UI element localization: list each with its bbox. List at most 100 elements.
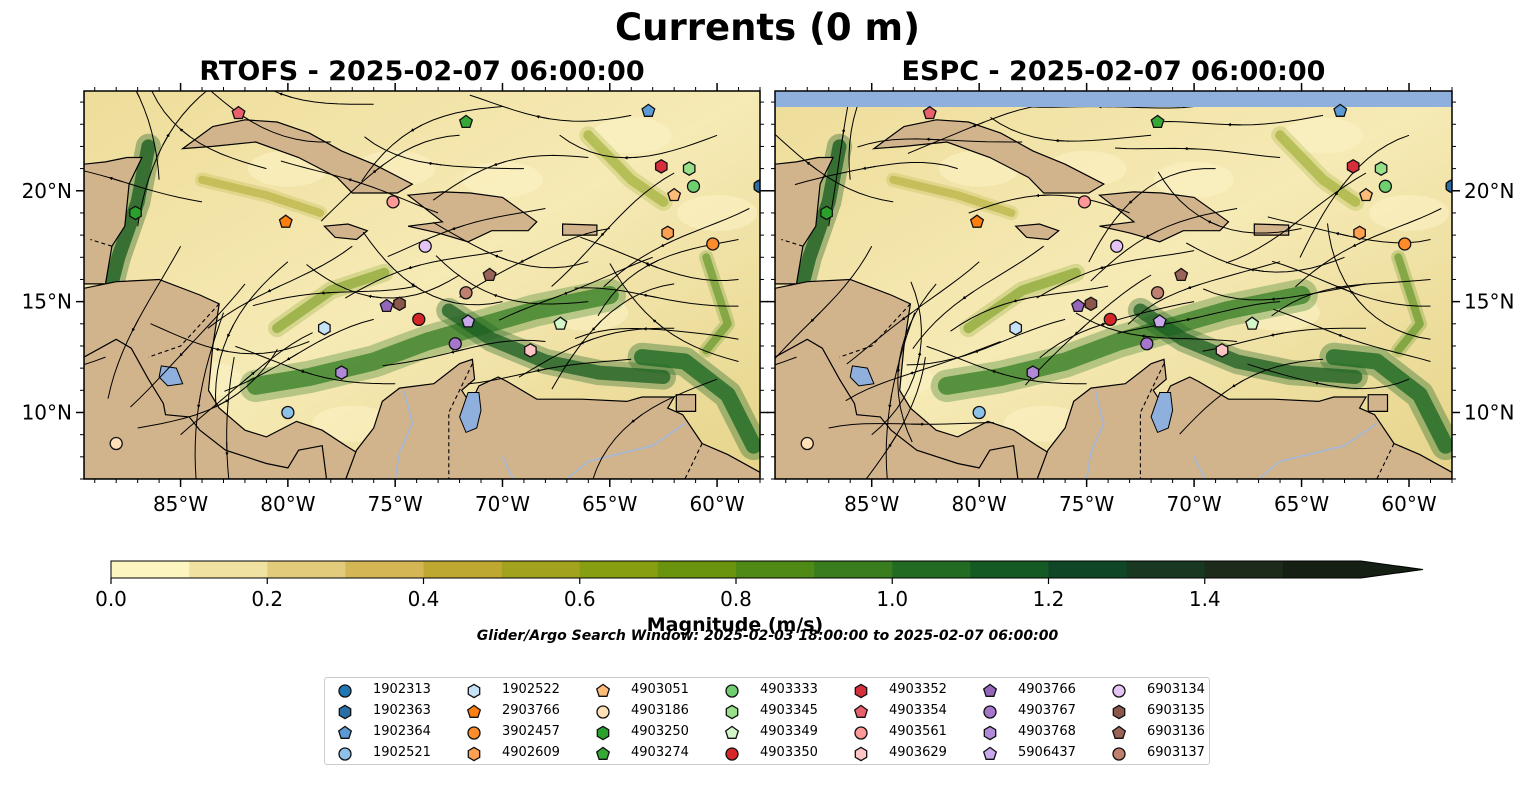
legend-label: 1902521 bbox=[373, 745, 431, 760]
country-border bbox=[839, 303, 911, 358]
float-marker-6903134 bbox=[418, 239, 432, 253]
legend-entry-5906437: 5906437 bbox=[974, 743, 1100, 763]
float-marker-4903350 bbox=[1103, 312, 1117, 327]
legend-marker bbox=[983, 725, 997, 741]
colorbar-segment bbox=[970, 561, 1049, 578]
streamline-arrow bbox=[267, 285, 280, 293]
colorbar-segment bbox=[189, 561, 268, 578]
legend-label: 4903051 bbox=[631, 682, 689, 697]
float-marker-4903766 bbox=[1071, 298, 1086, 313]
float-marker-4903354 bbox=[922, 105, 937, 120]
float-marker-2903766 bbox=[969, 214, 985, 228]
colorbar-tick-label: 0.8 bbox=[720, 587, 752, 611]
river bbox=[1258, 422, 1378, 479]
float-marker-4903051 bbox=[667, 187, 682, 202]
legend-marker-icon bbox=[1112, 747, 1126, 761]
rtofs-map-panel bbox=[76, 83, 768, 487]
float-marker-5906437 bbox=[461, 314, 476, 328]
legend-marker-icon bbox=[725, 684, 739, 698]
streamline-arrow bbox=[450, 349, 464, 354]
x-tick-label: 75°W bbox=[368, 492, 423, 516]
legend-marker bbox=[337, 725, 353, 739]
float-marker-4903186 bbox=[109, 436, 123, 451]
legend-marker-icon bbox=[338, 747, 352, 761]
legend-marker-icon bbox=[1112, 704, 1126, 720]
float-marker-6903137 bbox=[1150, 286, 1165, 300]
country-border bbox=[90, 238, 113, 247]
panel-title-rtofs: RTOFS - 2025-02-07 06:00:00 bbox=[199, 56, 645, 87]
country-border bbox=[1139, 363, 1165, 479]
legend-entry-6903134: 6903134 bbox=[1103, 680, 1229, 700]
legend-label: 4903333 bbox=[760, 682, 818, 697]
streamline-arrow bbox=[1335, 232, 1349, 237]
legend-marker-icon bbox=[467, 746, 481, 762]
streamline-arrow bbox=[347, 178, 361, 184]
streamline-arrow bbox=[591, 320, 602, 331]
streamlines bbox=[775, 91, 1442, 479]
float-marker-6903137 bbox=[459, 286, 473, 300]
colorbar-segment bbox=[345, 561, 424, 578]
float-marker-5906437 bbox=[1152, 314, 1167, 328]
streamline-arrow bbox=[925, 137, 940, 142]
float-marker-3902457 bbox=[706, 237, 720, 251]
streamline-arrow bbox=[179, 128, 191, 138]
float-marker-4903352 bbox=[654, 159, 668, 174]
current-band-halo bbox=[886, 172, 1019, 221]
legend-entry-4903274: 4903274 bbox=[587, 743, 713, 763]
current-band bbox=[246, 286, 619, 395]
legend-entry-6903137: 6903137 bbox=[1103, 743, 1229, 763]
colorbar-outline bbox=[110, 560, 1424, 579]
legend-label: 6903136 bbox=[1147, 724, 1205, 739]
legend-marker bbox=[983, 705, 997, 719]
colorbar-segment bbox=[657, 561, 737, 578]
float-marker-1902364 bbox=[641, 103, 656, 117]
streamline-arrow bbox=[372, 164, 384, 174]
legend-marker bbox=[854, 746, 868, 762]
colorbar-tick-label: 0.0 bbox=[95, 587, 127, 611]
legend-label: 6903135 bbox=[1147, 703, 1205, 718]
legend-label: 1902522 bbox=[502, 682, 560, 697]
legend-label: 4903186 bbox=[631, 703, 689, 718]
legend-entry-4903352: 4903352 bbox=[845, 680, 971, 700]
streamline-arrow bbox=[278, 92, 292, 98]
legend-entry-6903135: 6903135 bbox=[1103, 701, 1229, 721]
streamline-arrow bbox=[1207, 220, 1220, 227]
float-marker-4903768 bbox=[1026, 365, 1040, 380]
calm-water-patch bbox=[1283, 117, 1364, 154]
legend-entry-4903333: 4903333 bbox=[716, 680, 842, 700]
river bbox=[394, 390, 414, 479]
calm-water-patch bbox=[1369, 194, 1450, 231]
float-marker-4903250 bbox=[820, 205, 833, 221]
legend-marker bbox=[338, 704, 352, 720]
legend-marker-icon bbox=[338, 704, 352, 720]
legend-label: 4903767 bbox=[1018, 703, 1076, 718]
float-marker-6903134 bbox=[1110, 239, 1124, 253]
streamline-arrow bbox=[197, 394, 201, 409]
legend-entry-4903186: 4903186 bbox=[587, 701, 713, 721]
colorbar-tick-label: 1.0 bbox=[876, 587, 908, 611]
streamline-arrow bbox=[1336, 286, 1350, 292]
streamline-arrow bbox=[623, 155, 638, 160]
colorbar-segment bbox=[736, 561, 815, 578]
legend-entry-1902313: 1902313 bbox=[329, 680, 455, 700]
legend-marker bbox=[982, 746, 998, 760]
y-tick-label-right: 10°N bbox=[1464, 400, 1514, 424]
streamline-arrow bbox=[410, 124, 423, 132]
legend-marker bbox=[854, 726, 868, 740]
legend-marker-icon bbox=[596, 725, 610, 741]
land-trinidad bbox=[1367, 394, 1389, 412]
legend-marker bbox=[1112, 684, 1126, 698]
legend-marker bbox=[982, 683, 998, 697]
streamline-arrow bbox=[427, 161, 442, 166]
colorbar-tick-label: 0.4 bbox=[408, 587, 440, 611]
streamline-arrow bbox=[286, 352, 299, 361]
float-marker-4903333 bbox=[1378, 179, 1393, 193]
float-marker-4903345 bbox=[1374, 161, 1388, 176]
streamline-arrow bbox=[841, 128, 846, 143]
float-marker-4903767 bbox=[1140, 337, 1154, 351]
legend-marker-icon bbox=[467, 683, 481, 699]
current-band bbox=[198, 175, 325, 217]
lake-maracaibo bbox=[1150, 392, 1174, 434]
streamline-arrow bbox=[367, 294, 382, 299]
